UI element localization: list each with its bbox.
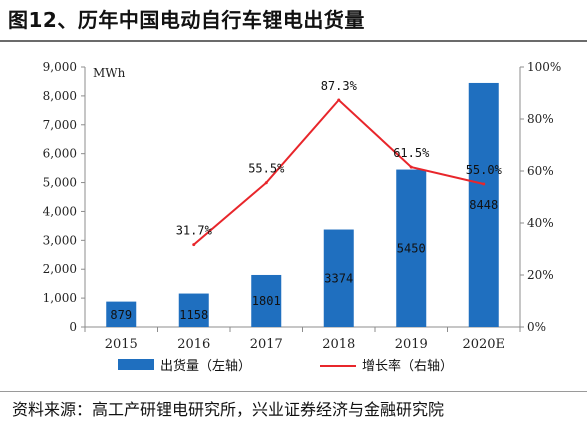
left-tick-label: 9,000 (43, 60, 77, 74)
growth-point (264, 181, 268, 185)
x-tick-label: 2020E (462, 337, 505, 352)
left-tick-label: 5,000 (43, 176, 77, 190)
title-divider (0, 40, 587, 42)
right-tick-label: 20% (527, 268, 554, 282)
growth-line (193, 98, 484, 246)
bar (468, 82, 499, 328)
x-tick-label: 2019 (395, 337, 428, 352)
x-tick-label: 2017 (250, 337, 283, 352)
left-tick-label: 0 (69, 320, 77, 334)
source-note: 资料来源：高工产研锂电研究所，兴业证券经济与金融研究院 (12, 400, 445, 419)
x-tick-label: 2016 (177, 337, 210, 352)
growth-value-label: 55.5% (248, 162, 285, 176)
chart-title: 图12、历年中国电动自行车锂电出货量 (8, 8, 365, 32)
growth-value-label: 61.5% (393, 146, 430, 160)
bar-value-label: 8448 (469, 198, 498, 212)
growth-point (482, 182, 486, 186)
left-tick-label: 3,000 (43, 233, 77, 247)
growth-point (409, 165, 413, 169)
bar (396, 169, 427, 327)
right-tick-label: 0% (527, 320, 546, 334)
bar (106, 301, 137, 327)
bar-value-label: 5450 (397, 241, 426, 255)
right-tick-label: 40% (527, 216, 554, 230)
right-tick-label: 80% (527, 112, 554, 126)
right-tick-label: 60% (527, 164, 554, 178)
left-tick-label: 7,000 (43, 118, 77, 132)
bar (178, 293, 209, 327)
footer-divider (0, 391, 587, 392)
y-unit-label: MWh (93, 66, 126, 80)
bar-value-label: 1158 (179, 308, 208, 322)
right-tick-label: 100% (527, 60, 561, 74)
bar (251, 274, 282, 327)
legend-line-label: 增长率（右轴） (362, 358, 453, 374)
chart-canvas: 0 1,000 2,000 3,000 4,000 5,000 6,000 7,000 8,00… (43, 60, 562, 374)
growth-value-label: 55.0% (466, 163, 503, 177)
legend-bar-label: 出货量（左轴） (160, 358, 251, 374)
growth-value-label: 87.3% (321, 79, 358, 93)
bar-value-label: 879 (110, 308, 132, 322)
left-tick-label: 6,000 (43, 147, 77, 161)
growth-point (192, 243, 196, 247)
x-tick-label: 2018 (322, 337, 355, 352)
growth-point (337, 98, 341, 102)
left-tick-label: 8,000 (43, 89, 77, 103)
left-tick-label: 1,000 (43, 291, 77, 305)
legend-bar-swatch (118, 359, 154, 370)
x-tick-label: 2015 (105, 337, 138, 352)
bar (323, 229, 354, 327)
left-tick-label: 2,000 (43, 262, 77, 276)
growth-value-label: 31.7% (176, 224, 213, 238)
left-tick-label: 4,000 (43, 204, 77, 218)
bar-value-label: 1801 (252, 294, 281, 308)
bar-value-label: 3374 (324, 271, 353, 285)
